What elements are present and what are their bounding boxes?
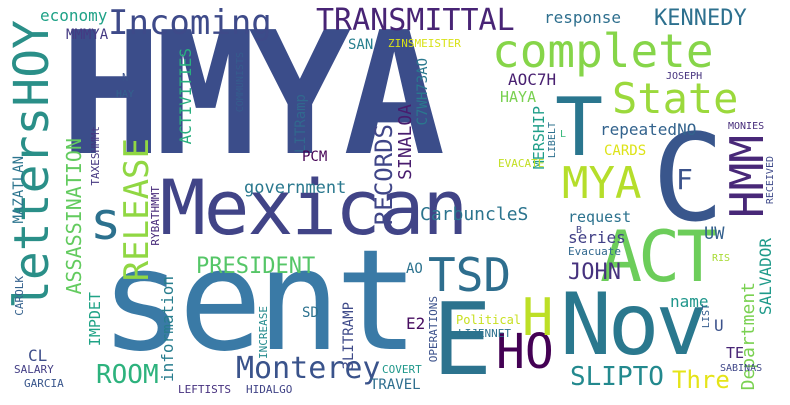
word-taxeshmmt: TAXESHMMt bbox=[89, 126, 102, 186]
word-u: U bbox=[714, 316, 724, 335]
word-mazatlan: MAZATLAN bbox=[11, 156, 27, 224]
word-information: information bbox=[158, 276, 177, 382]
word-mya: MYA bbox=[562, 158, 642, 209]
word-series: series bbox=[568, 228, 626, 247]
word-t: T bbox=[555, 81, 604, 174]
word-pcm: PCM bbox=[302, 149, 328, 165]
word-salvador: SALVADOR bbox=[756, 238, 775, 316]
word-slipto: SLIPTO bbox=[570, 362, 664, 392]
word-incoming: Incoming bbox=[108, 3, 272, 43]
word-salary: SALARY bbox=[14, 363, 54, 376]
word-name: name bbox=[670, 292, 709, 311]
word-rybathmmt: RYBATHMMT bbox=[149, 186, 162, 246]
word-f: F bbox=[676, 163, 693, 196]
word-e: E bbox=[432, 281, 493, 398]
word-list: LIST bbox=[701, 304, 712, 329]
word-hay: HAY bbox=[116, 89, 135, 100]
word-haya: HAYA bbox=[500, 88, 537, 106]
word-evacuate: Evacuate bbox=[568, 245, 621, 258]
word-hmya: HMYA bbox=[60, 0, 445, 194]
word-president: PRESIDENT bbox=[196, 254, 316, 279]
word-act: ACT bbox=[600, 216, 718, 298]
word-complete: complete bbox=[492, 24, 714, 78]
word-records: RECORDS bbox=[370, 124, 398, 226]
word-assassination: ASSASSINATION bbox=[62, 138, 86, 295]
word-sd: SD bbox=[302, 305, 319, 321]
word-response: response bbox=[544, 8, 622, 27]
word-repeatedno: repeatedNO bbox=[600, 120, 697, 139]
word-request: request bbox=[568, 208, 632, 226]
word-aoc7h: AOC7H bbox=[508, 70, 557, 89]
word-transmittal: TRANSMITTAL bbox=[316, 3, 515, 38]
word-kennedy: KENNEDY bbox=[654, 6, 747, 31]
word-zinsmeister: ZINSMEISTER bbox=[388, 37, 461, 50]
word-communists: COMMUNISTS bbox=[235, 52, 246, 113]
word-ho: HO bbox=[496, 324, 554, 380]
word-state: State bbox=[612, 74, 739, 123]
word-monies: MONIES bbox=[728, 121, 765, 132]
word-travel: TRAVEL bbox=[370, 377, 421, 393]
word-h: H bbox=[522, 288, 554, 348]
word-covert: COVERT bbox=[382, 363, 422, 376]
word-government: government bbox=[244, 178, 347, 198]
word-e2: E2 bbox=[406, 314, 426, 333]
word-joseph: JOSEPH bbox=[666, 71, 703, 82]
word-carolk: CAROLK bbox=[13, 276, 26, 316]
word-mmmya: MMMYA bbox=[66, 27, 109, 43]
word-room: ROOM bbox=[96, 360, 159, 390]
word-sabinas: SABINAS bbox=[720, 363, 763, 374]
word-hidalgo: HIDALGO bbox=[246, 383, 293, 396]
word-operations: OPERATIONS bbox=[427, 296, 440, 363]
word-c: C bbox=[652, 110, 725, 249]
word-litramp: LITRamp bbox=[293, 94, 309, 154]
word-received: RECEIVED bbox=[765, 156, 776, 205]
word-leftists: LEFTISTS bbox=[178, 383, 231, 396]
word-te: TE bbox=[726, 344, 745, 362]
word-john: JOHN bbox=[568, 260, 621, 285]
word-ris: RIS bbox=[712, 253, 731, 264]
word-impdet: IMPDET bbox=[86, 292, 104, 347]
word-nov: Nov bbox=[560, 275, 707, 375]
word-cards: CARDS bbox=[604, 143, 647, 159]
word-sent: sent bbox=[100, 220, 419, 383]
word-cl: CL bbox=[28, 346, 48, 365]
word-b: B bbox=[576, 225, 583, 236]
word-3litramp: 3LITRAMP bbox=[341, 302, 357, 370]
word-economy: economy bbox=[40, 6, 108, 25]
word-political: Political bbox=[456, 313, 522, 327]
word-ao: AO bbox=[406, 261, 423, 277]
word-c7wh73ao: C7WH73AO bbox=[415, 58, 431, 126]
word-carbuncles: CarbuncleS bbox=[420, 204, 529, 225]
word-sinaloa: SINALOA bbox=[395, 104, 416, 180]
word-activities: ACTIVITIES bbox=[176, 48, 195, 145]
word-san: SAN bbox=[348, 37, 374, 53]
word-mexican: Mexican bbox=[160, 163, 468, 252]
word-evacate: EVACATE bbox=[498, 157, 545, 170]
word-monterey: Monterey bbox=[236, 351, 381, 386]
word-l: L bbox=[560, 129, 567, 140]
word-increase: INCREASE bbox=[257, 306, 270, 359]
word-libelt: LIBELT bbox=[547, 122, 558, 159]
word-garcia: GARCIA bbox=[24, 377, 64, 390]
word-s: s bbox=[90, 192, 122, 252]
word-lijennet: LIJENNET bbox=[458, 327, 511, 340]
word-hmm: HMM bbox=[720, 135, 774, 219]
word-n: N bbox=[122, 71, 129, 84]
word-tsd: TSD bbox=[428, 248, 512, 302]
word-uw: UW bbox=[704, 224, 725, 244]
word-thre: Thre bbox=[672, 366, 730, 394]
